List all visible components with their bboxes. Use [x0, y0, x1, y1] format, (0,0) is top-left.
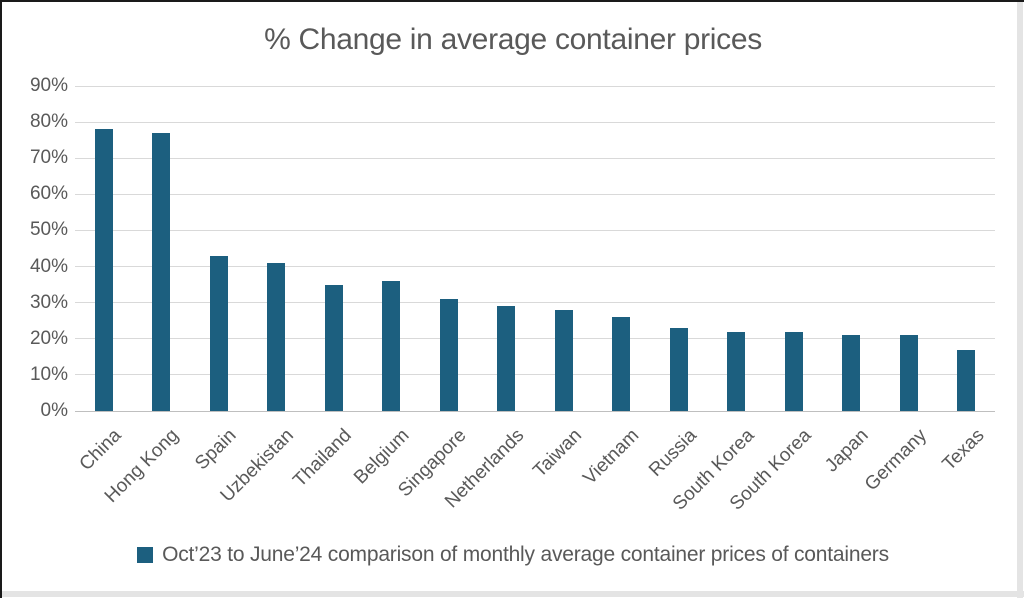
bar-south-korea [727, 331, 746, 411]
x-label-uzbekistan: Uzbekistan [216, 425, 299, 507]
x-label-texas: Texas [938, 425, 989, 475]
gridline-90 [75, 85, 995, 87]
y-tick-30: 30% [29, 291, 68, 313]
x-label-hong-kong: Hong Kong [101, 425, 184, 508]
x-label-japan: Japan [821, 425, 874, 477]
x-label-netherlands: Netherlands [440, 425, 529, 513]
x-label-russia: Russia [644, 425, 701, 481]
x-label-vietnam: Vietnam [579, 425, 644, 489]
legend-marker-swatch [137, 547, 154, 563]
bar-russia [669, 327, 688, 411]
x-label-thailand: Thailand [289, 425, 356, 492]
chart-title: % Change in average container prices [264, 23, 762, 56]
gridline-30 [75, 302, 995, 304]
bar-china [94, 129, 113, 411]
y-tick-0: 0% [40, 400, 68, 421]
gridline-80 [75, 121, 995, 123]
legend-label: Oct’23 to June’24 comparison of monthly … [162, 543, 889, 566]
x-label-south-korea: South Korea [668, 425, 759, 515]
y-tick-10: 10% [29, 363, 68, 385]
bar-taiwan [554, 309, 573, 411]
y-tick-40: 40% [29, 255, 68, 277]
y-tick-50: 50% [29, 219, 68, 241]
x-label-singapore: Singapore [394, 425, 471, 502]
window-edge-bottom [2, 591, 1024, 597]
bar-singapore [439, 299, 458, 411]
bar-germany [899, 335, 918, 411]
gridline-40 [75, 266, 995, 268]
gridline-70 [75, 157, 995, 159]
x-label-taiwan: Taiwan [528, 425, 586, 482]
bar-belgium [382, 281, 401, 411]
x-label-spain: Spain [191, 425, 241, 475]
gridline-0 [75, 410, 995, 412]
legend: Oct’23 to June’24 comparison of monthly … [2, 543, 1024, 567]
bar-netherlands [497, 306, 516, 411]
bar-hong-kong [152, 132, 171, 411]
bar-spain [209, 255, 228, 411]
y-tick-80: 80% [29, 111, 68, 133]
plot-area [75, 85, 995, 412]
x-label-south-korea-2: South Korea [726, 425, 816, 515]
gridline-50 [75, 229, 995, 231]
x-label-belgium: Belgium [349, 425, 414, 489]
gridline-60 [75, 193, 995, 195]
y-tick-60: 60% [29, 183, 68, 205]
y-tick-70: 70% [29, 147, 68, 169]
y-tick-20: 20% [29, 327, 68, 349]
bar-vietnam [612, 317, 631, 411]
y-tick-90: 90% [29, 75, 68, 96]
gridline-20 [75, 338, 995, 340]
x-label-china: China [75, 425, 126, 475]
bar-japan [842, 335, 861, 411]
bar-texas [957, 349, 976, 411]
bar-thailand [324, 284, 343, 411]
bar-uzbekistan [267, 262, 286, 411]
gridline-10 [75, 374, 995, 376]
x-label-germany: Germany [860, 425, 931, 496]
window-edge-right [1017, 2, 1023, 598]
bar-south-korea-2 [784, 331, 803, 411]
